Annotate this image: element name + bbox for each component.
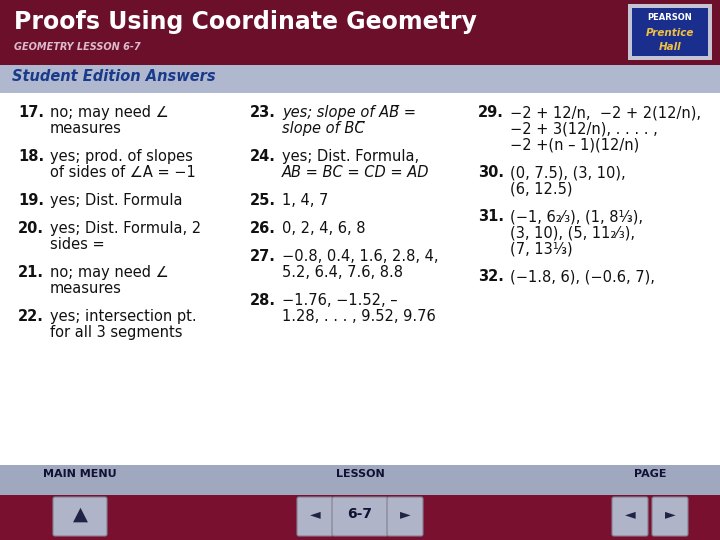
FancyBboxPatch shape	[652, 497, 688, 536]
Text: of sides of ∠A = −1: of sides of ∠A = −1	[50, 165, 196, 180]
Text: −0.8, 0.4, 1.6, 2.8, 4,: −0.8, 0.4, 1.6, 2.8, 4,	[282, 249, 438, 264]
Text: ▲: ▲	[73, 504, 88, 523]
Bar	[0, 465, 720, 540]
Text: (−1, 6₂⁄₃), (1, 8⅓),: (−1, 6₂⁄₃), (1, 8⅓),	[510, 209, 643, 224]
Text: 20.: 20.	[18, 221, 44, 236]
Text: yes; Dist. Formula,: yes; Dist. Formula,	[282, 149, 419, 164]
FancyBboxPatch shape	[53, 497, 107, 536]
Text: sides =: sides =	[50, 237, 104, 252]
Text: ◄: ◄	[310, 507, 320, 521]
Text: yes; Dist. Formula: yes; Dist. Formula	[50, 193, 182, 208]
Text: −1.76, −1.52, –: −1.76, −1.52, –	[282, 293, 397, 308]
Text: 19.: 19.	[18, 193, 44, 208]
Bar	[0, 0, 720, 65]
Bar	[0, 465, 720, 495]
Text: 25.: 25.	[250, 193, 276, 208]
Bar	[0, 93, 720, 465]
Bar	[0, 65, 720, 93]
Text: for all 3 segments: for all 3 segments	[50, 325, 182, 340]
FancyBboxPatch shape	[297, 497, 333, 536]
Text: 29.: 29.	[478, 105, 504, 120]
Text: ►: ►	[665, 507, 675, 521]
Text: MAIN MENU: MAIN MENU	[43, 469, 117, 479]
Text: 5.2, 6.4, 7.6, 8.8: 5.2, 6.4, 7.6, 8.8	[282, 265, 403, 280]
Text: PEARSON: PEARSON	[647, 13, 693, 22]
Text: 1, 4, 7: 1, 4, 7	[282, 193, 328, 208]
Text: ►: ►	[400, 507, 410, 521]
Bar	[628, 4, 712, 60]
Text: PAGE: PAGE	[634, 469, 666, 479]
Text: −2 +(n – 1)(12/n): −2 +(n – 1)(12/n)	[510, 137, 639, 152]
Text: 32.: 32.	[478, 269, 504, 284]
Text: Prentice: Prentice	[646, 28, 694, 38]
Text: no; may need ∠: no; may need ∠	[50, 265, 168, 280]
Bar	[632, 8, 708, 56]
Text: yes; Dist. Formula, 2: yes; Dist. Formula, 2	[50, 221, 201, 236]
Text: 18.: 18.	[18, 149, 44, 164]
Text: 1.28, . . . , 9.52, 9.76: 1.28, . . . , 9.52, 9.76	[282, 309, 436, 324]
Text: 31.: 31.	[478, 209, 504, 224]
Text: ◄: ◄	[625, 507, 635, 521]
Text: 24.: 24.	[250, 149, 276, 164]
Text: (−1.8, 6), (−0.6, 7),: (−1.8, 6), (−0.6, 7),	[510, 269, 655, 284]
Text: slope of BC̅: slope of BC̅	[282, 121, 364, 136]
Text: Proofs Using Coordinate Geometry: Proofs Using Coordinate Geometry	[14, 10, 477, 34]
Text: 0, 2, 4, 6, 8: 0, 2, 4, 6, 8	[282, 221, 366, 236]
Text: 30.: 30.	[478, 165, 504, 180]
Text: yes; slope of AB̅ =: yes; slope of AB̅ =	[282, 105, 416, 120]
Text: Student Edition Answers: Student Edition Answers	[12, 69, 215, 84]
Text: 21.: 21.	[18, 265, 44, 280]
Text: 26.: 26.	[250, 221, 276, 236]
Text: 27.: 27.	[250, 249, 276, 264]
FancyBboxPatch shape	[612, 497, 648, 536]
FancyBboxPatch shape	[332, 497, 388, 536]
Text: 17.: 17.	[18, 105, 44, 120]
Text: (6, 12.5): (6, 12.5)	[510, 181, 572, 196]
Text: (7, 13⅓): (7, 13⅓)	[510, 241, 572, 256]
Text: LESSON: LESSON	[336, 469, 384, 479]
Text: yes; prod. of slopes: yes; prod. of slopes	[50, 149, 193, 164]
Text: (0, 7.5), (3, 10),: (0, 7.5), (3, 10),	[510, 165, 626, 180]
Text: AB = BC = CD = AD: AB = BC = CD = AD	[282, 165, 430, 180]
Text: (3, 10), (5, 11₂⁄₃),: (3, 10), (5, 11₂⁄₃),	[510, 225, 635, 240]
Text: 28.: 28.	[250, 293, 276, 308]
Text: −2 + 12/n,  −2 + 2(12/n),: −2 + 12/n, −2 + 2(12/n),	[510, 105, 701, 120]
Text: measures: measures	[50, 121, 122, 136]
Text: 23.: 23.	[250, 105, 276, 120]
Text: yes; intersection pt.: yes; intersection pt.	[50, 309, 197, 324]
FancyBboxPatch shape	[387, 497, 423, 536]
Text: −2 + 3(12/n), . . . . ,: −2 + 3(12/n), . . . . ,	[510, 121, 658, 136]
Text: 22.: 22.	[18, 309, 44, 324]
Text: Hall: Hall	[659, 42, 681, 52]
Text: measures: measures	[50, 281, 122, 296]
Text: 6-7: 6-7	[348, 507, 372, 521]
Text: no; may need ∠: no; may need ∠	[50, 105, 168, 120]
Text: GEOMETRY LESSON 6-7: GEOMETRY LESSON 6-7	[14, 42, 140, 52]
